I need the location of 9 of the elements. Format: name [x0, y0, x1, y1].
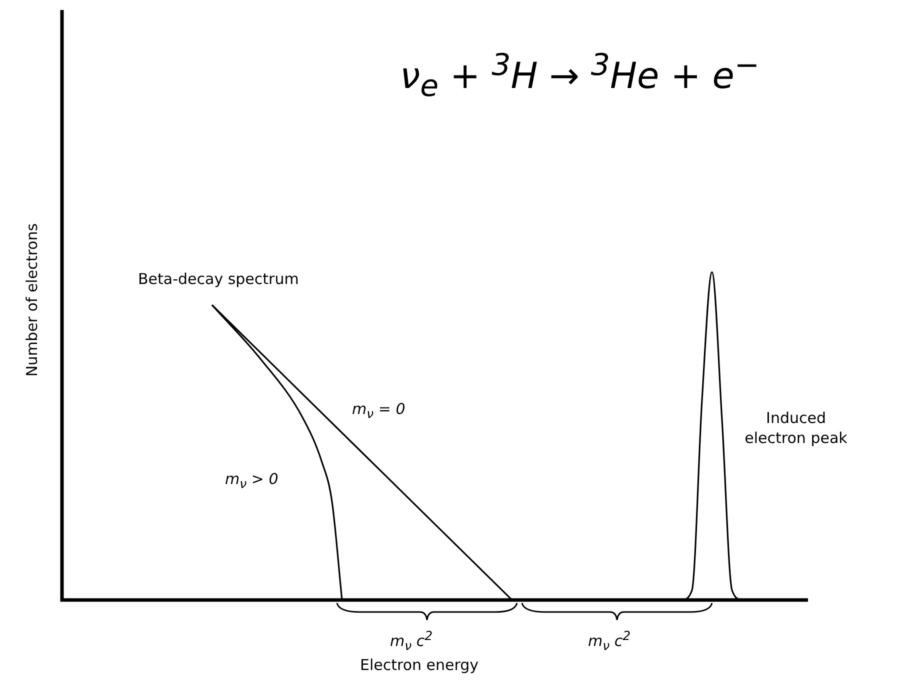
text: m$_{ν}$ c$^{2}$ — [390, 628, 433, 653]
y-axis-title: Number of electrons — [23, 223, 41, 377]
annotation: Beta-decay spectrum — [138, 270, 299, 288]
annotation: Induced electron peak — [744, 408, 848, 448]
annotation: m$_{ν}$ = 0 — [352, 400, 406, 421]
text: m$_{ν}$ c$^{2}$ — [588, 628, 631, 653]
x-axis-title: Electron energy — [360, 656, 479, 674]
annotation: m$_{ν}$ > 0 — [225, 470, 278, 491]
text: ν$_{e}$ + $^{3}$H → $^{3}$He + e$^{−}$ — [400, 48, 760, 104]
